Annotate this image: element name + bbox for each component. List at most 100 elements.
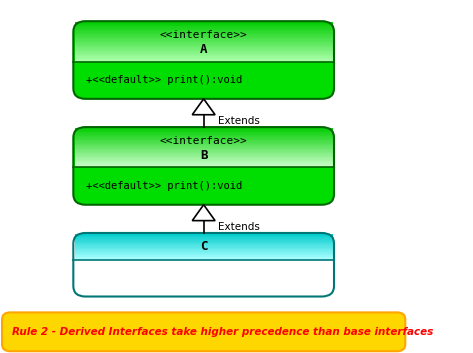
Text: +<<default>> print():void: +<<default>> print():void bbox=[86, 181, 242, 191]
Bar bbox=[75, 163, 333, 165]
Bar bbox=[75, 155, 333, 157]
Bar bbox=[75, 38, 333, 39]
Bar bbox=[75, 162, 333, 163]
Bar bbox=[75, 153, 333, 154]
Text: <<interface>>: <<interface>> bbox=[160, 136, 247, 146]
Bar bbox=[75, 46, 333, 47]
Bar bbox=[75, 139, 333, 141]
Bar bbox=[75, 42, 333, 43]
Bar bbox=[75, 159, 333, 161]
Text: C: C bbox=[200, 240, 208, 253]
Bar bbox=[75, 35, 333, 37]
Bar bbox=[75, 148, 333, 149]
Bar bbox=[75, 24, 333, 26]
Bar bbox=[75, 141, 333, 143]
Bar bbox=[75, 237, 333, 238]
Bar bbox=[75, 128, 333, 130]
Bar bbox=[75, 246, 333, 248]
Bar bbox=[75, 247, 333, 249]
Bar bbox=[75, 26, 333, 28]
FancyBboxPatch shape bbox=[73, 233, 334, 297]
Bar bbox=[75, 57, 333, 59]
Bar bbox=[75, 252, 333, 253]
Bar bbox=[75, 136, 333, 137]
Bar bbox=[75, 144, 333, 145]
Bar bbox=[75, 52, 333, 54]
Bar bbox=[75, 246, 333, 247]
Bar bbox=[75, 158, 333, 160]
Bar bbox=[75, 34, 333, 35]
Bar bbox=[75, 150, 333, 152]
Bar bbox=[75, 256, 333, 257]
FancyBboxPatch shape bbox=[2, 312, 405, 351]
Bar bbox=[75, 253, 333, 255]
Bar bbox=[75, 151, 333, 153]
Text: A: A bbox=[200, 43, 208, 56]
Bar bbox=[75, 133, 333, 135]
Bar bbox=[75, 254, 333, 256]
Bar bbox=[75, 51, 333, 52]
Bar bbox=[75, 239, 333, 240]
Bar bbox=[75, 248, 333, 250]
Text: +<<default>> print():void: +<<default>> print():void bbox=[86, 75, 242, 85]
Bar bbox=[75, 235, 333, 237]
Bar bbox=[75, 251, 333, 252]
Bar bbox=[75, 240, 333, 242]
Bar bbox=[75, 48, 333, 50]
Bar bbox=[75, 130, 333, 132]
Text: Rule 2 - Derived Interfaces take higher precedence than base interfaces: Rule 2 - Derived Interfaces take higher … bbox=[12, 327, 433, 337]
Bar bbox=[75, 134, 333, 136]
Bar bbox=[75, 234, 333, 236]
Bar bbox=[75, 149, 333, 150]
Bar bbox=[75, 30, 333, 31]
Bar bbox=[75, 257, 333, 258]
Bar bbox=[75, 27, 333, 29]
Bar bbox=[75, 255, 333, 256]
Bar bbox=[75, 145, 333, 146]
Bar bbox=[75, 23, 333, 25]
Bar bbox=[75, 129, 333, 131]
Bar bbox=[75, 39, 333, 41]
Bar bbox=[75, 166, 333, 167]
Bar bbox=[75, 249, 333, 250]
Bar bbox=[75, 243, 333, 244]
Bar bbox=[75, 47, 333, 48]
Bar bbox=[75, 146, 333, 148]
Bar bbox=[75, 32, 333, 34]
Bar bbox=[75, 60, 333, 61]
Bar bbox=[75, 241, 333, 243]
Bar bbox=[75, 164, 333, 166]
Bar bbox=[75, 157, 333, 158]
Bar bbox=[75, 142, 333, 144]
Bar bbox=[75, 240, 333, 241]
Bar bbox=[75, 252, 333, 254]
Bar bbox=[75, 258, 333, 260]
Text: <<interface>>: <<interface>> bbox=[160, 30, 247, 40]
Bar bbox=[75, 53, 333, 55]
Bar bbox=[75, 137, 333, 139]
Bar bbox=[75, 49, 333, 51]
Bar bbox=[75, 245, 333, 246]
Bar bbox=[75, 29, 333, 30]
FancyBboxPatch shape bbox=[73, 127, 334, 205]
Text: Extends: Extends bbox=[218, 116, 260, 126]
Bar bbox=[75, 250, 333, 251]
Bar bbox=[75, 244, 333, 245]
Bar bbox=[75, 59, 333, 60]
FancyBboxPatch shape bbox=[73, 21, 334, 99]
Bar bbox=[75, 258, 333, 259]
Bar bbox=[75, 234, 333, 235]
Text: Extends: Extends bbox=[218, 222, 260, 232]
Bar bbox=[75, 22, 333, 24]
Bar bbox=[75, 154, 333, 156]
Bar bbox=[75, 161, 333, 162]
Bar bbox=[75, 55, 333, 56]
Bar bbox=[75, 138, 333, 140]
Bar bbox=[75, 238, 333, 239]
Bar bbox=[75, 31, 333, 33]
Bar bbox=[75, 43, 333, 44]
Bar bbox=[75, 242, 333, 244]
Text: B: B bbox=[200, 149, 208, 162]
Bar bbox=[75, 44, 333, 46]
Bar bbox=[75, 56, 333, 58]
